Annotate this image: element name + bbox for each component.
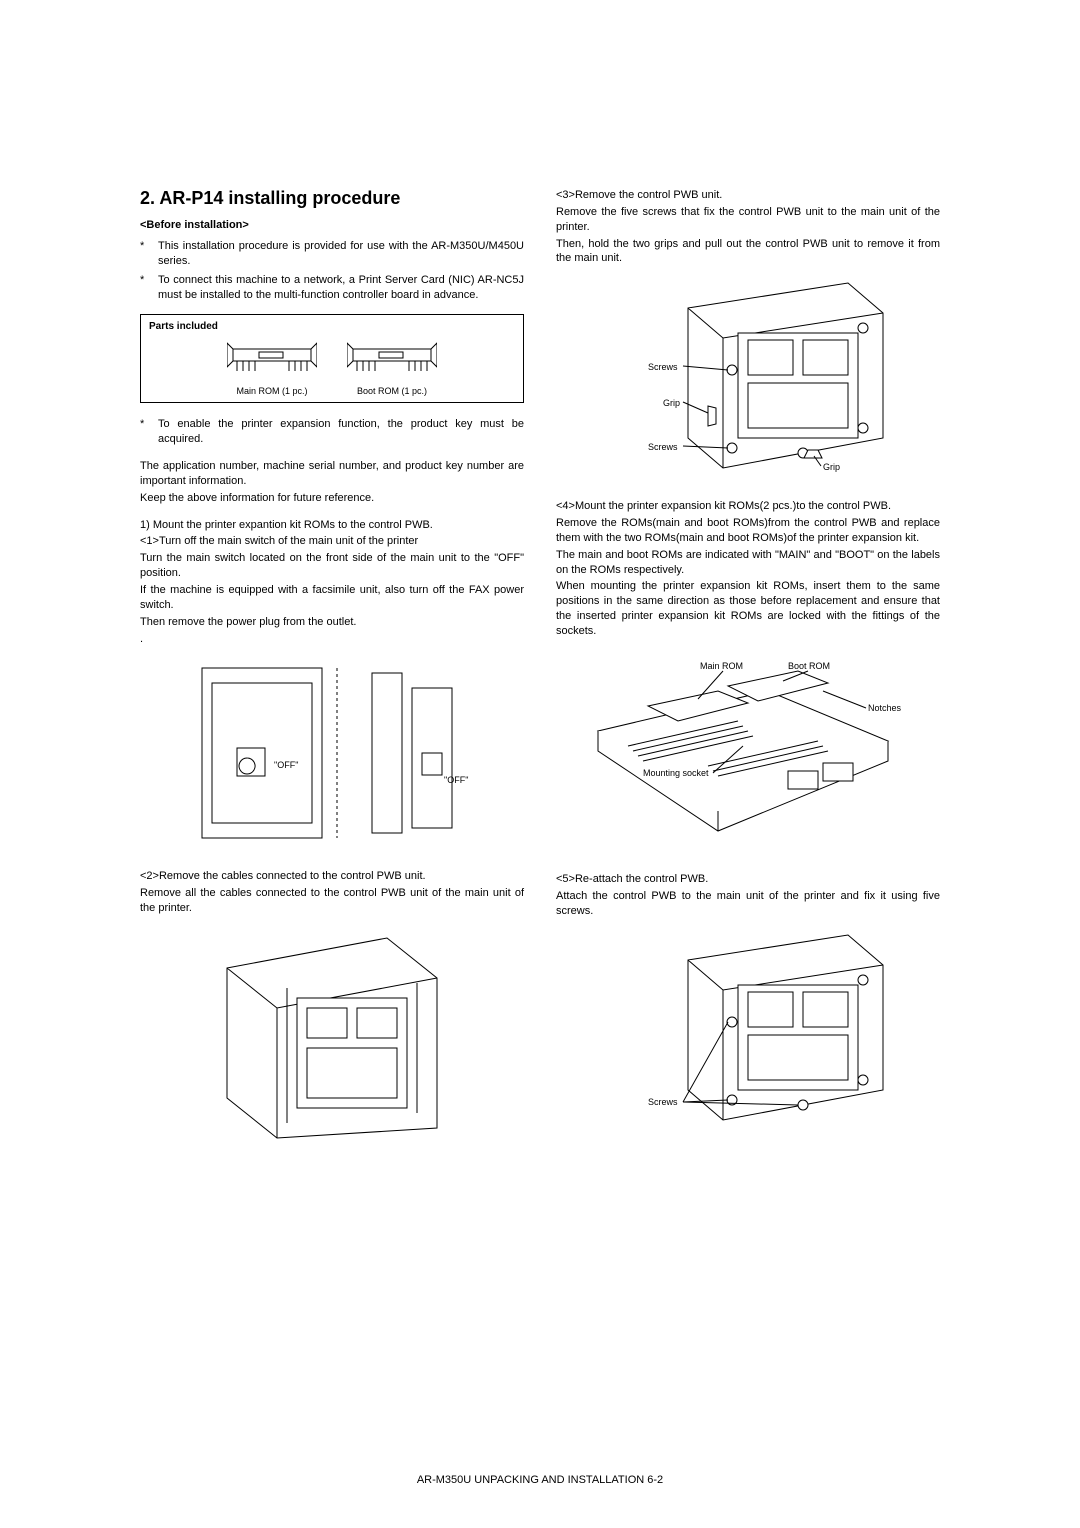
rom-chip-icon bbox=[347, 339, 437, 377]
fig5-screws: Screws bbox=[648, 1097, 678, 1107]
before-installation-heading: <Before installation> bbox=[140, 219, 524, 231]
step5-title: <5>Re-attach the control PWB. bbox=[556, 872, 940, 887]
mount-roms-diagram-icon: Main ROM Boot ROM Notches Mounting socke… bbox=[588, 651, 908, 851]
enable-note: To enable the printer expansion function… bbox=[140, 417, 524, 447]
fig3-screws-top: Screws bbox=[648, 362, 678, 372]
step1-body-1: Turn the main switch located on the fron… bbox=[140, 551, 524, 581]
figure-mount-roms: Main ROM Boot ROM Notches Mounting socke… bbox=[556, 651, 940, 856]
remove-cables-diagram-icon bbox=[207, 928, 457, 1148]
step4-body-1: Remove the ROMs(main and boot ROMs)from … bbox=[556, 516, 940, 546]
figure-reattach-pwb: Screws bbox=[556, 930, 940, 1135]
app-info-2: Keep the above information for future re… bbox=[140, 491, 524, 506]
step-mount: 1) Mount the printer expantion kit ROMs … bbox=[140, 518, 524, 533]
section-title: 2. AR-P14 installing procedure bbox=[140, 188, 524, 209]
boot-rom-item: Boot ROM (1 pc.) bbox=[347, 339, 437, 396]
left-column: 2. AR-P14 installing procedure <Before i… bbox=[140, 188, 524, 1169]
right-column: <3>Remove the control PWB unit. Remove t… bbox=[556, 188, 940, 1169]
fig3-grip-bottom: Grip bbox=[823, 462, 840, 472]
boot-rom-caption: Boot ROM (1 pc.) bbox=[347, 386, 437, 396]
remove-pwb-diagram-icon: Screws Grip Screws Grip bbox=[608, 278, 888, 478]
page-footer: AR-M350U UNPACKING AND INSTALLATION 6-2 bbox=[0, 1474, 1080, 1486]
step3-body-2: Then, hold the two grips and pull out th… bbox=[556, 237, 940, 267]
step2-body: Remove all the cables connected to the c… bbox=[140, 886, 524, 916]
reattach-pwb-diagram-icon: Screws bbox=[608, 930, 888, 1130]
parts-included-label: Parts included bbox=[149, 321, 218, 332]
off-label-1: "OFF" bbox=[274, 760, 298, 770]
step1-dot: . bbox=[140, 632, 524, 647]
fig3-screws-bottom: Screws bbox=[648, 442, 678, 452]
step4-title: <4>Mount the printer expansion kit ROMs(… bbox=[556, 499, 940, 514]
enable-note-list: To enable the printer expansion function… bbox=[140, 417, 524, 447]
step1-body-3: Then remove the power plug from the outl… bbox=[140, 615, 524, 630]
parts-included-box: Parts included Main ROM (1 pc.) bbox=[140, 314, 524, 403]
fig4-notches: Notches bbox=[868, 703, 902, 713]
step5-body: Attach the control PWB to the main unit … bbox=[556, 889, 940, 919]
figure-remove-pwb: Screws Grip Screws Grip bbox=[556, 278, 940, 483]
figure-remove-cables bbox=[140, 928, 524, 1153]
step2-title: <2>Remove the cables connected to the co… bbox=[140, 869, 524, 884]
app-info-1: The application number, machine serial n… bbox=[140, 459, 524, 489]
off-switch-diagram-icon: "OFF" "OFF" bbox=[192, 658, 472, 848]
main-rom-caption: Main ROM (1 pc.) bbox=[227, 386, 317, 396]
step3-title: <3>Remove the control PWB unit. bbox=[556, 188, 940, 203]
bullet-item: This installation procedure is provided … bbox=[140, 239, 524, 269]
step4-body-3: When mounting the printer expansion kit … bbox=[556, 579, 940, 638]
fig3-grip-top: Grip bbox=[663, 398, 680, 408]
off-label-2: "OFF" bbox=[444, 775, 468, 785]
fig4-main-rom: Main ROM bbox=[700, 661, 743, 671]
figure-off-switch: "OFF" "OFF" bbox=[140, 658, 524, 853]
step1-body-2: If the machine is equipped with a facsim… bbox=[140, 583, 524, 613]
step4-body-2: The main and boot ROMs are indicated wit… bbox=[556, 548, 940, 578]
bullet-item: To connect this machine to a network, a … bbox=[140, 273, 524, 303]
before-bullets: This installation procedure is provided … bbox=[140, 239, 524, 302]
fig4-mounting-socket: Mounting socket bbox=[643, 768, 709, 778]
step1-title: <1>Turn off the main switch of the main … bbox=[140, 534, 524, 549]
fig4-boot-rom: Boot ROM bbox=[788, 661, 830, 671]
main-rom-item: Main ROM (1 pc.) bbox=[227, 339, 317, 396]
rom-chip-icon bbox=[227, 339, 317, 377]
step3-body-1: Remove the five screws that fix the cont… bbox=[556, 205, 940, 235]
